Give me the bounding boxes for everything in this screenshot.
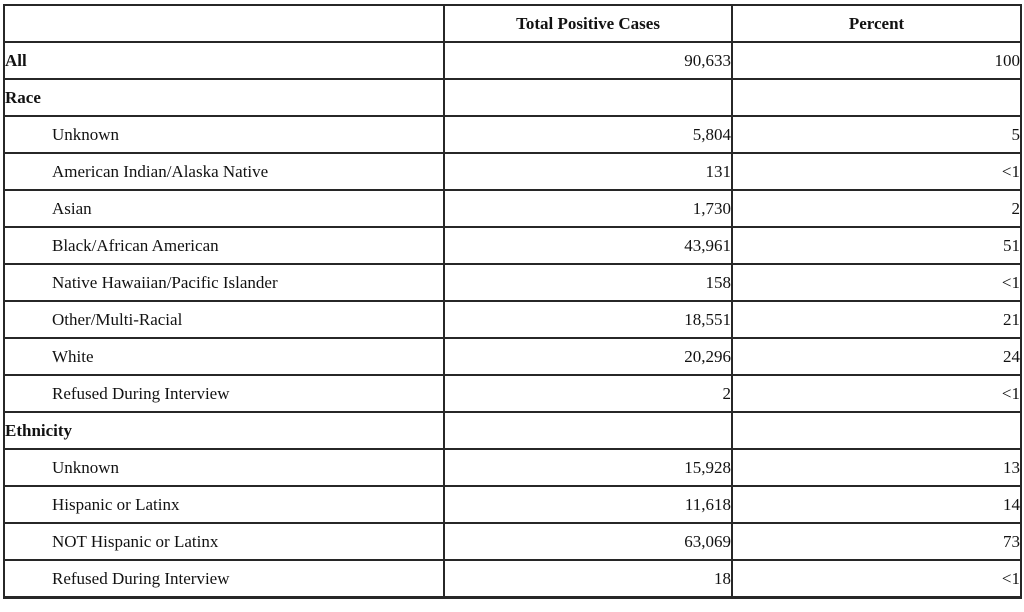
row-cases-cell: 63,069 — [443, 522, 733, 561]
row-label-cell: Unknown — [3, 448, 445, 487]
row-label-cell: Hispanic or Latinx — [3, 485, 445, 524]
table-row: Native Hawaiian/Pacific Islander 158 <1 — [3, 263, 1022, 302]
row-percent-cell: <1 — [731, 152, 1022, 191]
row-percent-cell: 5 — [731, 115, 1022, 154]
row-label-cell: Asian — [3, 189, 445, 228]
table-row: Race — [3, 78, 1022, 117]
row-cases-cell: 158 — [443, 263, 733, 302]
row-label-cell: All — [3, 41, 445, 80]
row-cases-cell: 20,296 — [443, 337, 733, 376]
row-cases-cell: 18 — [443, 559, 733, 599]
row-percent-cell: <1 — [731, 263, 1022, 302]
row-label-cell: Unknown — [3, 115, 445, 154]
row-percent-cell: <1 — [731, 374, 1022, 413]
row-label-cell: White — [3, 337, 445, 376]
row-label-cell: Refused During Interview — [3, 374, 445, 413]
row-cases-cell: 18,551 — [443, 300, 733, 339]
table-row: American Indian/Alaska Native 131 <1 — [3, 152, 1022, 191]
row-cases-cell — [443, 411, 733, 450]
row-label-cell: Black/African American — [3, 226, 445, 265]
table-row: White 20,296 24 — [3, 337, 1022, 376]
table-row: Refused During Interview 18 <1 — [3, 559, 1022, 599]
row-cases-cell: 43,961 — [443, 226, 733, 265]
table-row: Other/Multi-Racial 18,551 21 — [3, 300, 1022, 339]
row-cases-cell: 15,928 — [443, 448, 733, 487]
row-cases-cell: 1,730 — [443, 189, 733, 228]
row-percent-cell: 2 — [731, 189, 1022, 228]
row-percent-cell — [731, 411, 1022, 450]
header-percent: Percent — [731, 4, 1022, 43]
row-label-cell: Native Hawaiian/Pacific Islander — [3, 263, 445, 302]
row-cases-cell — [443, 78, 733, 117]
table-row: Refused During Interview 2 <1 — [3, 374, 1022, 413]
row-label-cell: Race — [3, 78, 445, 117]
row-label-cell: NOT Hispanic or Latinx — [3, 522, 445, 561]
row-percent-cell: 14 — [731, 485, 1022, 524]
table-row: Ethnicity — [3, 411, 1022, 450]
row-percent-cell: 100 — [731, 41, 1022, 80]
row-cases-cell: 11,618 — [443, 485, 733, 524]
table-row: All 90,633 100 — [3, 41, 1022, 80]
table-body: All 90,633 100 Race Unknown 5,804 5 Amer… — [3, 41, 1022, 599]
row-percent-cell: 21 — [731, 300, 1022, 339]
row-percent-cell — [731, 78, 1022, 117]
table-row: Unknown 5,804 5 — [3, 115, 1022, 154]
row-percent-cell: 13 — [731, 448, 1022, 487]
table-row: Hispanic or Latinx 11,618 14 — [3, 485, 1022, 524]
row-label-cell: Other/Multi-Racial — [3, 300, 445, 339]
positive-cases-table: Total Positive Cases Percent All 90,633 … — [3, 4, 1022, 599]
row-label-cell: Ethnicity — [3, 411, 445, 450]
table-row: Black/African American 43,961 51 — [3, 226, 1022, 265]
table-header: Total Positive Cases Percent — [3, 4, 1022, 43]
row-label-cell: Refused During Interview — [3, 559, 445, 599]
row-cases-cell: 2 — [443, 374, 733, 413]
table-container: Total Positive Cases Percent All 90,633 … — [3, 4, 1022, 599]
table-row: NOT Hispanic or Latinx 63,069 73 — [3, 522, 1022, 561]
header-row: Total Positive Cases Percent — [3, 4, 1022, 43]
row-percent-cell: <1 — [731, 559, 1022, 599]
header-total-positive-cases: Total Positive Cases — [443, 4, 733, 43]
row-percent-cell: 24 — [731, 337, 1022, 376]
row-percent-cell: 51 — [731, 226, 1022, 265]
row-cases-cell: 90,633 — [443, 41, 733, 80]
header-category-cell — [3, 4, 445, 43]
row-percent-cell: 73 — [731, 522, 1022, 561]
table-row: Asian 1,730 2 — [3, 189, 1022, 228]
table-row: Unknown 15,928 13 — [3, 448, 1022, 487]
row-label-cell: American Indian/Alaska Native — [3, 152, 445, 191]
row-cases-cell: 131 — [443, 152, 733, 191]
row-cases-cell: 5,804 — [443, 115, 733, 154]
